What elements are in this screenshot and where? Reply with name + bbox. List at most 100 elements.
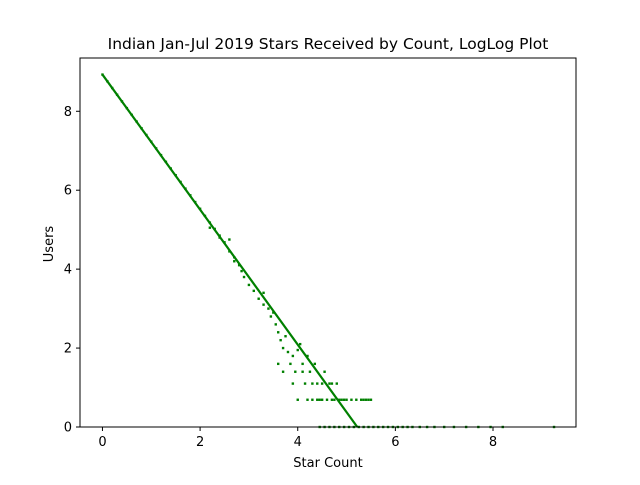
- data-point: [289, 362, 292, 366]
- data-point: [355, 398, 358, 401]
- data-point: [154, 147, 158, 150]
- data-point: [111, 86, 114, 90]
- data-point: [342, 398, 346, 401]
- data-point: [269, 315, 273, 318]
- data-point: [101, 73, 104, 76]
- data-point: [296, 348, 299, 352]
- x-tick-label: 0: [98, 435, 106, 450]
- data-point: [145, 133, 148, 137]
- y-tick-label: 0: [64, 421, 72, 436]
- data-point: [140, 127, 143, 130]
- x-tick-label: 8: [489, 435, 497, 450]
- data-point: [306, 398, 309, 401]
- data-point: [277, 362, 280, 366]
- data-point: [316, 398, 319, 401]
- data-point: [359, 398, 363, 401]
- data-point: [125, 106, 129, 110]
- data-point: [164, 160, 168, 163]
- data-point: [159, 153, 163, 157]
- data-point: [262, 291, 265, 295]
- data-point: [130, 113, 133, 117]
- data-point: [115, 93, 119, 96]
- data-point: [218, 234, 221, 237]
- data-point: [318, 398, 321, 401]
- data-point: [301, 370, 304, 373]
- data-point: [218, 236, 221, 239]
- data-point: [120, 100, 124, 103]
- data-point: [267, 307, 270, 310]
- data-point: [323, 370, 326, 373]
- data-point: [340, 398, 343, 401]
- data-point: [257, 297, 260, 300]
- chart-title: Indian Jan-Jul 2019 Stars Received by Co…: [108, 35, 549, 53]
- data-point: [335, 382, 338, 385]
- y-tick-label: 2: [64, 342, 72, 357]
- data-point: [274, 323, 277, 326]
- data-point: [223, 241, 226, 244]
- data-point: [203, 214, 207, 218]
- data-point: [228, 238, 231, 241]
- data-point: [298, 342, 302, 346]
- data-point: [301, 362, 304, 366]
- data-point: [228, 250, 231, 253]
- data-point: [369, 398, 373, 401]
- data-point: [345, 398, 348, 401]
- data-point: [179, 180, 182, 184]
- y-tick-label: 4: [64, 263, 72, 278]
- data-point: [233, 260, 236, 263]
- data-point: [247, 283, 251, 287]
- data-point: [281, 370, 285, 373]
- data-point: [169, 167, 173, 170]
- data-point: [291, 354, 295, 358]
- data-point: [303, 382, 307, 385]
- data-point: [189, 194, 192, 197]
- data-point: [296, 398, 299, 401]
- data-point: [198, 207, 202, 210]
- x-tick-label: 2: [196, 435, 204, 450]
- data-point: [252, 289, 255, 293]
- data-point: [277, 331, 280, 334]
- data-point: [362, 398, 365, 401]
- data-point: [294, 370, 297, 373]
- data-point: [194, 200, 197, 204]
- data-point: [320, 382, 324, 385]
- data-point: [306, 354, 309, 358]
- data-point: [311, 382, 314, 385]
- data-point: [350, 398, 353, 401]
- x-axis-label: Star Count: [293, 456, 362, 471]
- data-point: [279, 338, 282, 342]
- data-point: [237, 263, 241, 267]
- data-point: [208, 221, 212, 224]
- data-point: [135, 120, 138, 123]
- data-point: [262, 303, 265, 306]
- data-point: [272, 311, 275, 314]
- x-tick-label: 6: [391, 435, 399, 450]
- data-point: [233, 256, 236, 259]
- data-point: [338, 398, 341, 401]
- data-point: [320, 398, 324, 401]
- data-point: [184, 187, 187, 190]
- data-point: [364, 398, 368, 401]
- data-point: [284, 335, 287, 338]
- y-tick-label: 6: [64, 184, 72, 199]
- x-tick-label: 4: [294, 435, 302, 450]
- y-tick-label: 8: [64, 105, 72, 120]
- data-point: [240, 269, 243, 273]
- data-point: [328, 382, 331, 385]
- y-axis-label: Users: [42, 226, 57, 263]
- data-point: [281, 346, 285, 350]
- data-point: [311, 398, 314, 401]
- data-points-group: [101, 73, 556, 429]
- data-point: [286, 350, 290, 354]
- data-point: [313, 362, 317, 366]
- data-point: [316, 382, 319, 385]
- data-point: [330, 382, 334, 385]
- data-point: [333, 398, 336, 401]
- data-point: [208, 226, 212, 229]
- y-axis-ticks: 0 2 4 6 8: [64, 105, 80, 436]
- data-point: [325, 398, 329, 401]
- plot-frame: [79, 57, 577, 428]
- data-point: [291, 382, 295, 385]
- x-axis-ticks: 0 2 4 6 8: [98, 427, 497, 450]
